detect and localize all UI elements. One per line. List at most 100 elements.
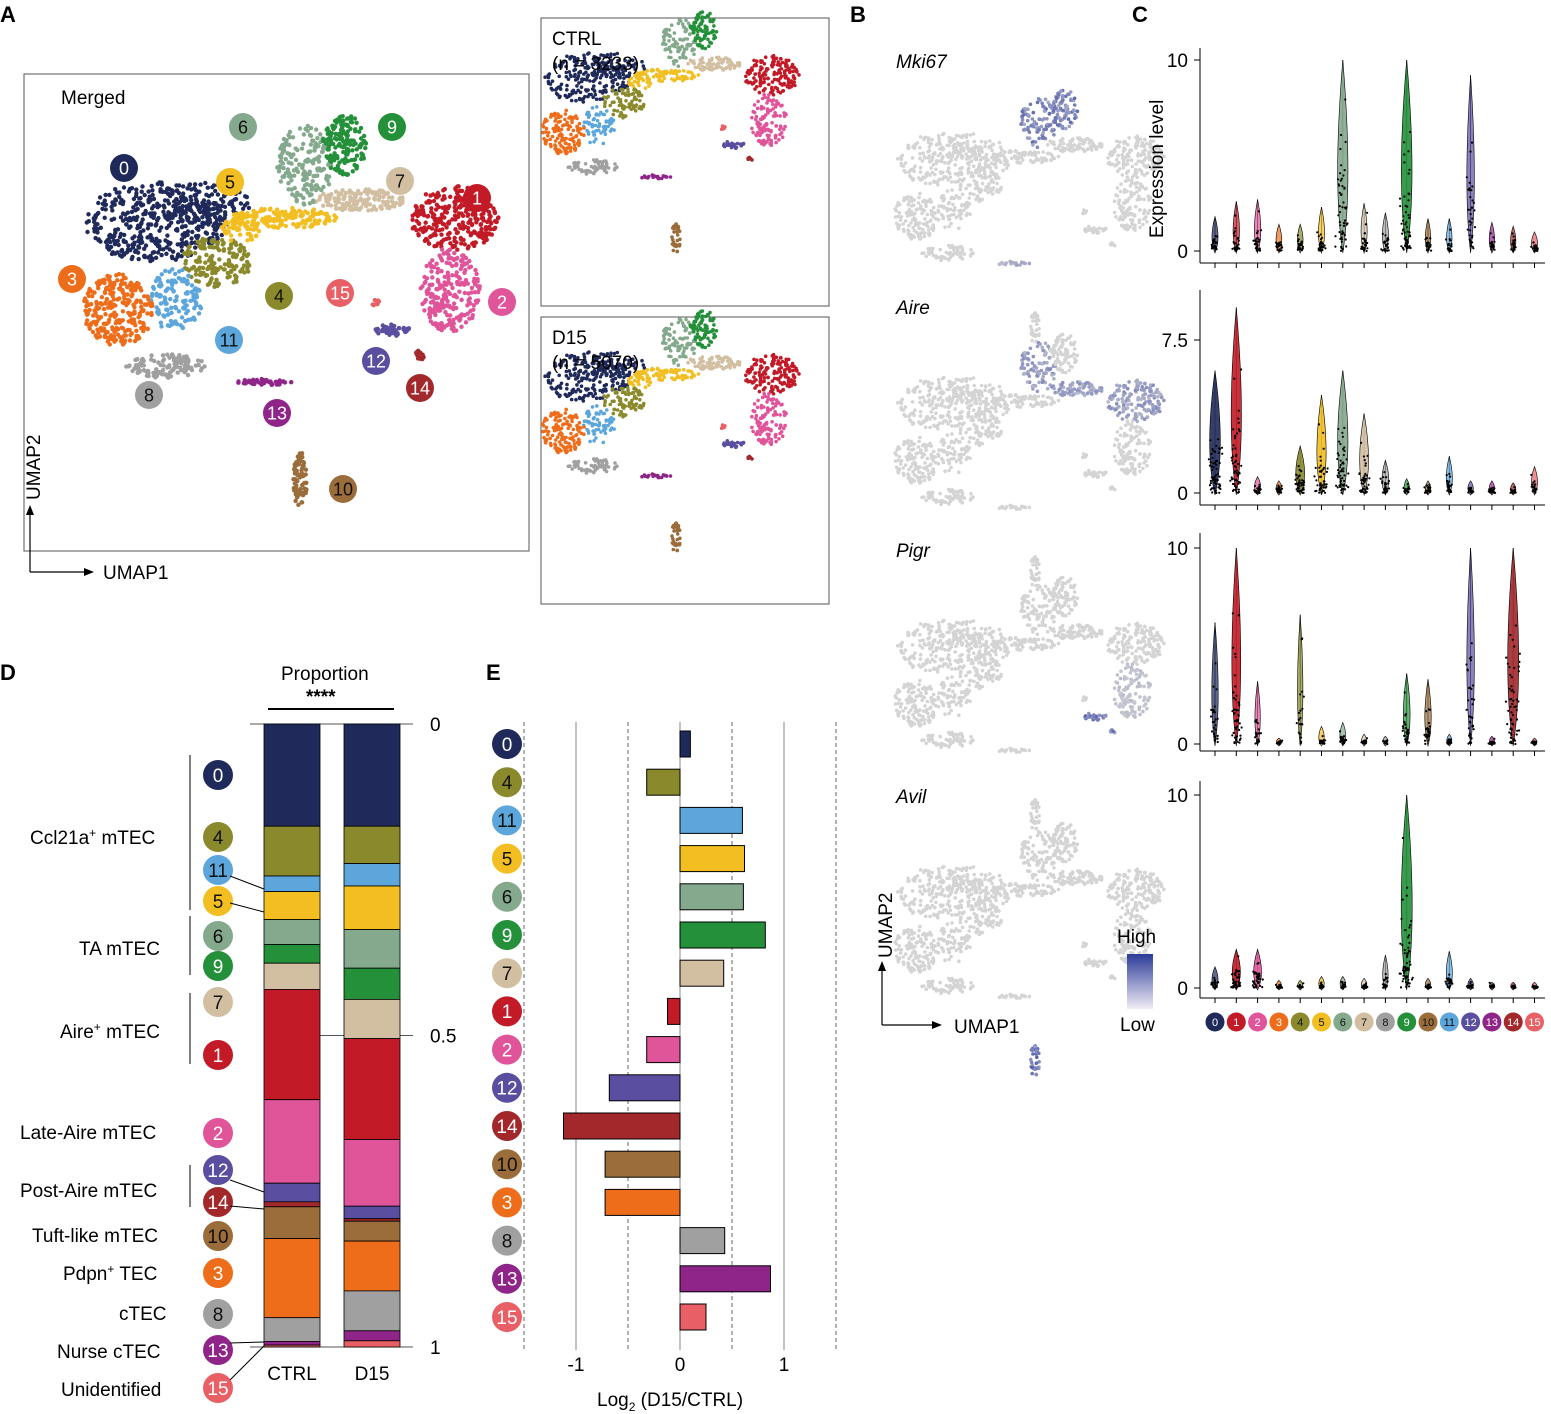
feature-plot-mki67	[893, 88, 1166, 344]
cluster-badge-8: 8	[135, 381, 163, 409]
log2-category-badge-3: 3	[492, 1187, 522, 1218]
violin-xcat-11: 11	[1439, 1012, 1459, 1032]
violin-ytick: 0	[1177, 242, 1188, 263]
violin-ytick: 10	[1167, 539, 1188, 560]
population-badge-12: 12	[203, 1155, 233, 1185]
cluster-badge-10: 10	[329, 475, 357, 503]
cluster-badge-14: 14	[406, 374, 434, 402]
gene-label-pigr: Pigr	[896, 541, 930, 562]
log2-xtick: -1	[568, 1355, 585, 1376]
group-label-unidentified: Unidentified	[61, 1380, 161, 1401]
panel-letter-e: E	[486, 660, 501, 685]
cluster-badge-2: 2	[488, 288, 516, 316]
stack-segment-d15-11	[343, 863, 401, 887]
umap2-label-a: UMAP2	[24, 435, 45, 500]
violin-mki67-6	[1337, 59, 1349, 254]
log2-bar-3	[604, 1188, 681, 1216]
cluster-badge-3: 3	[58, 265, 86, 293]
log2-category-badge-1: 1	[492, 996, 522, 1027]
violin-xcat-1: 1	[1226, 1012, 1246, 1032]
violin-ytick: 7.5	[1162, 331, 1188, 352]
stack-segment-d15-1	[343, 1038, 401, 1140]
violin-xcat-7: 7	[1354, 1012, 1374, 1032]
log2-category-badge-11: 11	[492, 805, 522, 836]
population-badge-9: 9	[203, 951, 233, 981]
ctrl-umap-plot	[540, 10, 801, 254]
population-badge-7: 7	[203, 987, 233, 1017]
ctrl-cell-count: (n = 3233)	[552, 54, 639, 75]
log2-bar-1	[667, 997, 681, 1025]
population-badge-15: 15	[203, 1373, 233, 1403]
log2-bar-15	[679, 1303, 707, 1331]
log2-bar-12	[608, 1074, 681, 1102]
violin-xcat-9: 9	[1397, 1012, 1417, 1032]
log2-category-badge-9: 9	[492, 920, 522, 950]
stack-segment-ctrl-8	[263, 1317, 321, 1342]
d15-umap-plot	[540, 309, 801, 553]
group-label-ctec: cTEC	[119, 1304, 167, 1325]
feature-plot-avil	[893, 821, 1166, 1077]
log2-bar-14	[563, 1112, 681, 1140]
umap-axis-arrows-b	[878, 961, 942, 1029]
stack-segment-ctrl-0	[263, 723, 321, 827]
stack-segment-ctrl-7	[263, 962, 321, 990]
population-badge-13: 13	[203, 1335, 233, 1365]
gene-label-avil: Avil	[895, 787, 927, 808]
log2-category-badge-10: 10	[492, 1149, 522, 1180]
violin-x-categories: 0 1 2 3 4 5 6 7 8 9 10 11 12 13 14 15	[1205, 1012, 1544, 1032]
violin-ytick: 10	[1167, 51, 1188, 72]
log2-xlabel: Log2 (D15/CTRL)	[597, 1390, 743, 1414]
violin-xcat-12: 12	[1461, 1012, 1481, 1032]
violin-row-mki67: 0 10	[1167, 48, 1545, 268]
stack-segment-ctrl-6	[263, 919, 321, 945]
log2-category-badge-0: 0	[492, 729, 522, 759]
log2-bar-5	[679, 845, 745, 873]
panel-letter-d: D	[0, 660, 16, 685]
population-badge-10: 10	[203, 1221, 233, 1251]
umap-axis-arrows-a	[26, 505, 94, 576]
group-label-aire-mtec: Aire+ mTEC	[60, 1020, 160, 1043]
violin-aire-0	[1209, 370, 1221, 496]
feature-plot-pigr	[893, 575, 1166, 831]
log2-bar-10	[604, 1150, 681, 1178]
log2-xtick: 0	[675, 1355, 686, 1376]
feature-plot-aire	[893, 332, 1166, 588]
umap1-label-a: UMAP1	[103, 563, 168, 584]
violin-row-aire: 07.5	[1162, 290, 1545, 510]
d15-umap-frame	[540, 316, 830, 605]
gene-label-mki67: Mki67	[896, 52, 948, 73]
group-label-nurse-ctec: Nurse cTEC	[57, 1342, 160, 1363]
ctrl-title: CTRL	[552, 29, 602, 50]
population-badge-2: 2	[203, 1118, 233, 1148]
panel-letter-a: A	[0, 2, 16, 27]
stack-segment-ctrl-4	[263, 825, 321, 877]
stack-segment-d15-0	[343, 723, 401, 827]
proportion-ytick: 0	[430, 715, 441, 736]
proportion-title: Proportion	[281, 664, 369, 685]
cluster-badge-9: 9	[378, 113, 406, 141]
cluster-badge-11: 11	[215, 326, 243, 354]
d15-title: D15	[552, 328, 587, 349]
stack-segment-ctrl-9	[263, 944, 321, 964]
cluster-badge-12: 12	[362, 347, 390, 375]
violin-avil-9	[1400, 794, 1413, 991]
violin-xcat-6: 6	[1333, 1012, 1353, 1032]
population-badge-5: 5	[203, 886, 233, 916]
violin-xcat-15: 15	[1525, 1012, 1544, 1032]
violin-xcat-2: 2	[1248, 1012, 1268, 1032]
proportion-ytick: 1	[430, 1338, 441, 1359]
violin-aire-5	[1316, 395, 1327, 496]
stack-segment-ctrl-10	[263, 1206, 321, 1240]
cluster-badge-6: 6	[229, 113, 257, 141]
violin-ytick: 10	[1167, 786, 1188, 807]
umap1-label-b: UMAP1	[954, 1017, 1019, 1038]
cluster-badge-1: 1	[463, 184, 491, 212]
log2-category-badge-15: 15	[492, 1302, 522, 1332]
violin-pigr-14	[1507, 547, 1519, 747]
stack-segment-ctrl-13	[263, 1341, 321, 1346]
log2-bar-8	[679, 1227, 726, 1255]
log2-bar-11	[679, 806, 743, 834]
